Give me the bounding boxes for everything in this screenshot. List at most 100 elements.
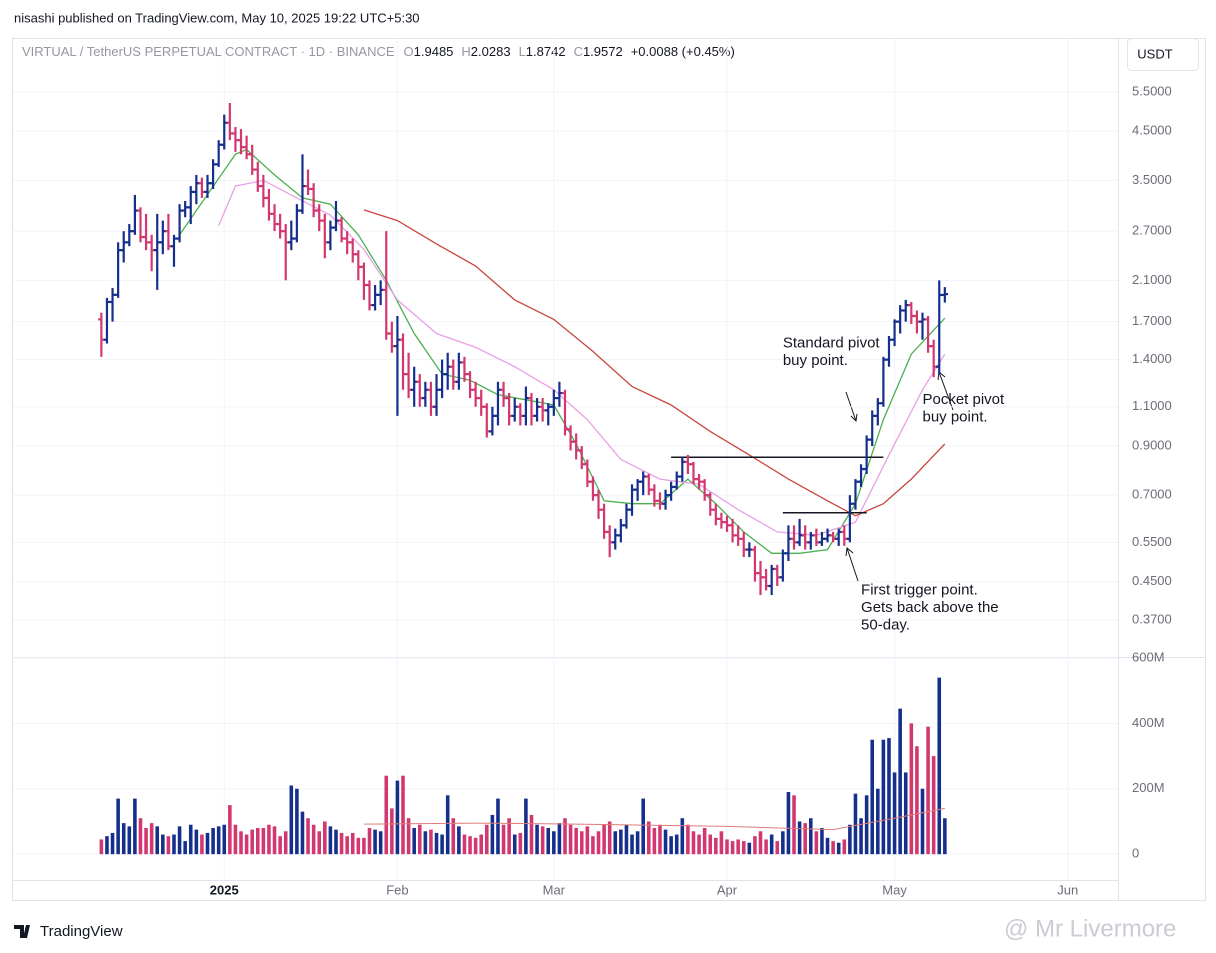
volume-bar: [864, 795, 869, 855]
volume-bar: [786, 792, 791, 855]
volume-bar: [166, 836, 171, 855]
volume-bar: [451, 818, 456, 855]
volume-bar: [619, 829, 623, 855]
volume-bar: [250, 829, 254, 855]
volume-bar: [222, 824, 227, 855]
volume-bar: [233, 824, 238, 855]
volume-bar: [507, 818, 511, 855]
volume-bar: [267, 824, 271, 855]
volume-tick-label: 0: [1132, 846, 1139, 861]
logo: [14, 925, 30, 938]
volume-bar: [825, 837, 830, 855]
volume-bar: [764, 839, 768, 855]
y-tick-label: 0.7000: [1132, 487, 1172, 502]
volume-bar: [892, 772, 897, 855]
legend-line: VIRTUAL / TetherUS PERPETUAL CONTRACT · …: [22, 44, 735, 59]
volume-bar: [842, 839, 847, 855]
volume-bar: [172, 834, 176, 855]
change: +0.0088 (+0.45%): [631, 44, 735, 59]
volume-bar: [328, 826, 333, 855]
volume-bar: [384, 775, 389, 855]
annotation-text: Standard pivot: [783, 334, 881, 351]
volume-bar: [423, 831, 428, 855]
volume-bar: [334, 829, 338, 855]
annotation-arrows: [845, 371, 954, 582]
volume-bar: [144, 828, 148, 855]
arrow: [845, 547, 859, 582]
volume-bar: [658, 824, 662, 855]
volume-bar: [362, 837, 366, 855]
volume-bar: [529, 814, 534, 855]
ohlc-value: 1.8742: [526, 44, 566, 59]
ohlc-bar: [941, 287, 949, 303]
y-tick-label: 4.5000: [1132, 123, 1172, 138]
volume-bar: [697, 834, 701, 855]
volume-bar: [797, 821, 802, 855]
volume-bar: [149, 823, 154, 855]
volume-bar: [468, 836, 472, 855]
annotation-text: buy point.: [783, 352, 848, 369]
volume-bar: [820, 828, 824, 855]
volume-bar: [870, 739, 875, 855]
x-tick-label: Apr: [717, 882, 738, 897]
volume-bar: [579, 831, 584, 855]
volume-bar: [931, 756, 936, 855]
volume-bar: [624, 824, 629, 855]
volume-bar: [429, 829, 433, 855]
volume-bar: [630, 834, 634, 855]
currency[interactable]: USDT: [1137, 46, 1172, 61]
volume-bar: [295, 788, 299, 855]
volume-bar: [177, 826, 182, 855]
volume-bar: [836, 842, 841, 855]
y-tick-label: 0.3700: [1132, 611, 1172, 626]
volume-bar: [596, 831, 601, 855]
volume-bar: [881, 739, 886, 855]
volume-bar: [161, 834, 165, 855]
volume-bar: [669, 836, 673, 855]
volume-bar: [563, 818, 567, 855]
volume-bar: [228, 805, 232, 855]
volume-bar: [127, 826, 132, 855]
volume-bar: [395, 780, 400, 855]
volume-bar: [909, 723, 914, 855]
y-tick-label: 2.1000: [1132, 272, 1172, 287]
annotation-text: First trigger point.: [861, 581, 978, 598]
volume-bar: [345, 836, 349, 855]
volume-bar: [485, 824, 489, 855]
x-tick-label: May: [882, 882, 907, 897]
volume-bar: [205, 832, 210, 855]
annotation-text: 50-day.: [861, 616, 910, 633]
volume-bar: [121, 823, 126, 855]
volume-bar: [412, 828, 416, 855]
volume-bar: [859, 818, 863, 855]
volume-bar: [887, 738, 891, 855]
volume-bar: [920, 788, 925, 855]
volume-bar: [714, 837, 718, 855]
volume-bar: [244, 834, 249, 855]
frame: [12, 38, 1206, 901]
volume-bar: [512, 834, 517, 855]
volume-bar: [116, 798, 120, 855]
volume-bar: [473, 837, 478, 855]
annotation-text: Pocket pivot: [922, 391, 1005, 408]
volume-bar: [356, 837, 361, 855]
volume-bar: [574, 828, 578, 855]
y-tick-label: 2.7000: [1132, 223, 1172, 238]
volume-bar: [781, 831, 785, 855]
y-tick-label: 1.4000: [1132, 351, 1172, 366]
volume-bar: [462, 834, 467, 855]
currency-box[interactable]: [1127, 38, 1199, 71]
volume-bar: [490, 814, 495, 855]
annotation-text: buy point.: [922, 408, 987, 425]
volume-bar: [602, 824, 606, 855]
volume-bar: [814, 831, 819, 855]
volume-bar: [848, 824, 852, 855]
volume-bar: [317, 831, 322, 855]
volume-bar: [188, 824, 193, 855]
annotation-text: Gets back above the: [861, 599, 999, 616]
y-tick-label: 3.5000: [1132, 172, 1172, 187]
volume-bar: [496, 798, 500, 855]
volume-bar: [479, 834, 483, 855]
y-tick-label: 0.4500: [1132, 573, 1172, 588]
